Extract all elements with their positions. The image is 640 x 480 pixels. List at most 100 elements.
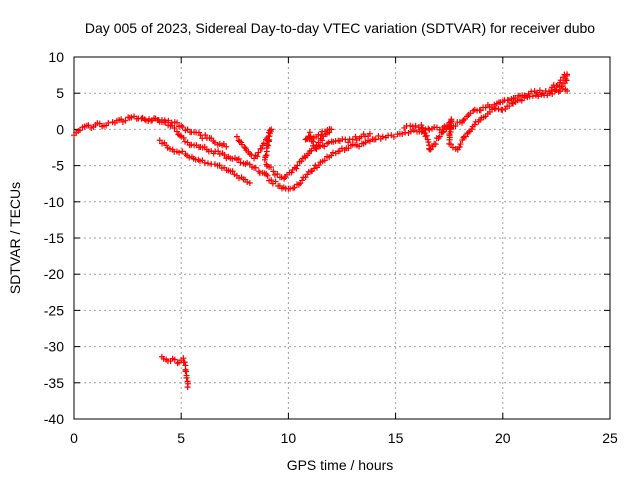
- x-tick-label: 10: [281, 430, 297, 446]
- data-point: [447, 141, 454, 148]
- tick-layer: 0 5 10 15 20 25 10 5 0 -5 -10 -15 -20 -25 -30 -35 -40: [44, 49, 618, 446]
- data-point: [302, 136, 309, 143]
- data-point: [246, 179, 253, 186]
- data-point: [267, 130, 274, 137]
- data-point: [499, 106, 506, 113]
- data-point: [265, 138, 272, 145]
- data-point: [165, 117, 172, 124]
- data-point: [439, 129, 446, 136]
- data-point: [182, 138, 189, 145]
- data-point: [452, 123, 459, 130]
- y-tick-label: 0: [56, 121, 64, 137]
- data-point: [436, 133, 443, 140]
- y-tick-label: -10: [44, 194, 64, 210]
- data-point: [495, 106, 502, 113]
- data-point: [311, 165, 318, 172]
- data-point: [251, 155, 258, 162]
- data-point: [241, 144, 248, 151]
- chart-title: Day 005 of 2023, Sidereal Day-to-day VTE…: [85, 20, 595, 36]
- data-point: [142, 117, 149, 124]
- data-point: [321, 143, 328, 150]
- data-point: [536, 87, 543, 94]
- data-point: [432, 141, 439, 148]
- data-point: [535, 93, 542, 100]
- y-tick-label: -20: [44, 266, 64, 282]
- data-point: [252, 164, 259, 171]
- x-tick-label: 0: [70, 430, 78, 446]
- data-point: [321, 157, 328, 164]
- data-point: [294, 162, 301, 169]
- data-point: [149, 117, 156, 124]
- y-axis-label: SDTVAR / TECUs: [7, 182, 23, 294]
- data-point: [457, 141, 464, 148]
- data-point: [465, 128, 472, 135]
- series-late-structure-15-20h: [401, 71, 571, 153]
- data-point: [258, 145, 265, 152]
- data-point: [508, 99, 515, 106]
- data-point: [221, 151, 228, 158]
- data-point: [237, 159, 244, 166]
- data-point: [264, 172, 271, 179]
- data-point: [329, 149, 336, 156]
- y-tick-label: -25: [44, 302, 64, 318]
- data-point: [423, 132, 430, 139]
- data-point: [268, 177, 275, 184]
- data-point: [229, 168, 236, 175]
- data-point: [549, 90, 556, 97]
- y-tick-label: -5: [52, 158, 65, 174]
- data-point: [202, 131, 209, 138]
- data-points: [71, 71, 571, 391]
- data-point: [506, 103, 513, 110]
- data-point: [216, 151, 223, 158]
- data-point: [254, 153, 261, 160]
- x-axis-label: GPS time / hours: [287, 457, 394, 473]
- data-point: [390, 133, 397, 140]
- data-point: [85, 122, 92, 129]
- data-point: [184, 384, 191, 391]
- data-point: [267, 164, 274, 171]
- data-point: [264, 137, 271, 144]
- data-point: [244, 178, 251, 185]
- data-point: [255, 149, 262, 156]
- y-tick-label: -40: [44, 411, 64, 427]
- data-point: [529, 93, 536, 100]
- data-point: [171, 124, 178, 131]
- series-lower-branch-4-8h: [156, 137, 253, 186]
- data-point: [372, 136, 379, 143]
- data-point: [76, 127, 83, 134]
- data-point: [307, 133, 314, 140]
- data-point: [235, 175, 242, 182]
- data-point: [166, 145, 173, 152]
- data-point: [419, 124, 426, 131]
- data-point: [176, 132, 183, 139]
- data-point: [179, 124, 186, 131]
- data-point: [558, 83, 565, 90]
- data-point: [293, 165, 300, 172]
- data-point: [128, 114, 135, 121]
- data-point: [201, 159, 208, 166]
- data-point: [412, 122, 419, 129]
- data-point: [235, 155, 242, 162]
- data-point: [319, 128, 326, 135]
- data-point: [518, 97, 525, 104]
- data-point: [426, 126, 433, 133]
- data-point: [407, 128, 414, 135]
- data-point: [156, 137, 163, 144]
- data-point: [204, 160, 211, 167]
- data-point: [553, 82, 560, 89]
- data-point: [291, 184, 298, 191]
- data-point: [557, 87, 564, 94]
- data-point: [183, 374, 190, 381]
- data-point: [462, 133, 469, 140]
- data-point: [471, 121, 478, 128]
- data-point: [352, 133, 359, 140]
- data-point: [180, 134, 187, 141]
- series-outlier-cluster: [158, 353, 192, 391]
- y-tick-label: 10: [48, 49, 64, 65]
- data-point: [233, 133, 240, 140]
- series-upper-branch-3-6h: [139, 114, 230, 150]
- data-point: [173, 128, 180, 135]
- x-tick-label: 25: [602, 430, 618, 446]
- data-point: [139, 114, 146, 121]
